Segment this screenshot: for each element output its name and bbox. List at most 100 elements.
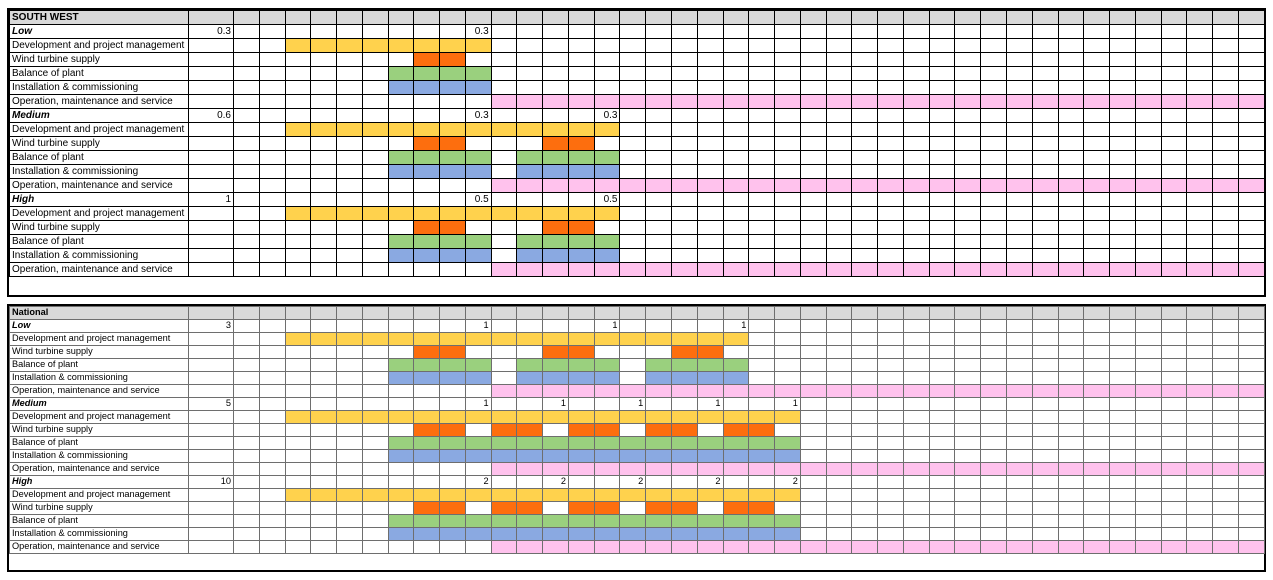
task-bar-cell[interactable]	[490, 94, 518, 109]
grid-cell[interactable]	[310, 319, 338, 333]
task-bar-cell[interactable]	[361, 410, 389, 424]
header-cell[interactable]	[258, 10, 286, 25]
grid-cell[interactable]	[877, 527, 904, 541]
grid-cell[interactable]	[593, 345, 621, 359]
header-cell[interactable]	[464, 10, 492, 25]
grid-cell[interactable]	[1005, 345, 1033, 359]
grid-cell[interactable]	[464, 52, 492, 67]
grid-cell[interactable]	[825, 332, 853, 346]
grid-cell[interactable]	[387, 345, 415, 359]
task-bar-cell[interactable]	[696, 384, 724, 398]
task-bar-cell[interactable]	[1237, 384, 1265, 398]
grid-cell[interactable]	[1083, 248, 1111, 263]
header-cell[interactable]	[748, 10, 776, 25]
grid-cell[interactable]	[1005, 220, 1033, 235]
grid-cell[interactable]	[980, 122, 1007, 137]
grid-cell[interactable]	[1005, 423, 1033, 437]
grid-cell[interactable]	[825, 410, 853, 424]
task-bar-cell[interactable]	[387, 436, 415, 450]
grid-cell[interactable]	[799, 319, 827, 333]
grid-cell[interactable]	[1005, 122, 1033, 137]
task-bar-cell[interactable]	[542, 384, 569, 398]
grid-cell[interactable]	[902, 436, 930, 450]
grid-cell[interactable]	[671, 108, 698, 123]
grid-cell[interactable]	[1109, 234, 1136, 249]
task-bar-cell[interactable]	[671, 436, 698, 450]
header-cell[interactable]	[980, 306, 1007, 320]
task-bar-cell[interactable]	[413, 527, 441, 541]
grid-cell[interactable]	[542, 501, 569, 515]
grid-cell[interactable]	[954, 234, 982, 249]
grid-cell[interactable]	[1160, 136, 1188, 151]
grid-cell[interactable]	[619, 220, 647, 235]
task-bar-cell[interactable]	[413, 488, 441, 502]
grid-cell[interactable]	[336, 220, 363, 235]
grid-cell[interactable]	[1005, 371, 1033, 385]
grid-cell[interactable]	[825, 358, 853, 372]
grid-cell[interactable]	[954, 358, 982, 372]
grid-cell[interactable]	[877, 345, 904, 359]
grid-cell[interactable]	[877, 423, 904, 437]
task-label[interactable]: Wind turbine supply	[9, 220, 189, 235]
task-bar-cell[interactable]	[593, 449, 621, 463]
grid-cell[interactable]	[799, 423, 827, 437]
task-bar-cell[interactable]	[645, 514, 673, 528]
task-bar-cell[interactable]	[387, 358, 415, 372]
grid-cell[interactable]	[696, 248, 724, 263]
grid-cell[interactable]	[387, 319, 415, 333]
grid-cell[interactable]	[413, 178, 441, 193]
task-bar-cell[interactable]	[696, 94, 724, 109]
grid-cell[interactable]	[1031, 108, 1059, 123]
grid-cell[interactable]	[336, 397, 363, 411]
task-bar-cell[interactable]	[1057, 384, 1085, 398]
grid-cell[interactable]	[1057, 410, 1085, 424]
task-bar-cell[interactable]	[774, 488, 801, 502]
grid-cell[interactable]	[233, 397, 260, 411]
grid-cell[interactable]	[799, 206, 827, 221]
grid-cell[interactable]	[284, 384, 312, 398]
grid-cell[interactable]	[799, 234, 827, 249]
capacity-mark[interactable]: 2	[464, 475, 492, 489]
task-bar-cell[interactable]	[671, 423, 698, 437]
grid-cell[interactable]	[851, 66, 879, 81]
grid-cell[interactable]	[954, 38, 982, 53]
grid-cell[interactable]	[619, 80, 647, 95]
grid-cell[interactable]	[980, 150, 1007, 165]
grid-cell[interactable]	[1031, 410, 1059, 424]
scenario-total[interactable]: 0.3	[188, 24, 234, 39]
grid-cell[interactable]	[1237, 319, 1265, 333]
grid-cell[interactable]	[439, 108, 466, 123]
grid-cell[interactable]	[464, 462, 492, 476]
grid-cell[interactable]	[361, 319, 389, 333]
grid-cell[interactable]	[748, 397, 776, 411]
task-bar-cell[interactable]	[413, 514, 441, 528]
grid-cell[interactable]	[284, 462, 312, 476]
grid-cell[interactable]	[1160, 423, 1188, 437]
task-bar-cell[interactable]	[1083, 462, 1111, 476]
grid-cell[interactable]	[336, 178, 363, 193]
task-bar-cell[interactable]	[439, 423, 466, 437]
grid-cell[interactable]	[310, 248, 338, 263]
grid-cell[interactable]	[722, 66, 750, 81]
grid-cell[interactable]	[928, 24, 956, 39]
grid-cell[interactable]	[1109, 220, 1136, 235]
grid-cell[interactable]	[516, 66, 544, 81]
grid-cell[interactable]	[567, 108, 595, 123]
grid-cell[interactable]	[516, 345, 544, 359]
grid-cell[interactable]	[336, 192, 363, 207]
grid-cell[interactable]	[851, 514, 879, 528]
grid-cell[interactable]	[1057, 38, 1085, 53]
task-bar-cell[interactable]	[490, 540, 518, 554]
grid-cell[interactable]	[722, 248, 750, 263]
grid-cell[interactable]	[928, 206, 956, 221]
task-bar-cell[interactable]	[696, 332, 724, 346]
task-bar-cell[interactable]	[542, 262, 569, 277]
grid-cell[interactable]	[825, 449, 853, 463]
grid-cell[interactable]	[902, 488, 930, 502]
task-bar-cell[interactable]	[774, 540, 801, 554]
grid-cell[interactable]	[1212, 332, 1239, 346]
header-cell[interactable]	[310, 306, 338, 320]
grid-cell[interactable]	[774, 108, 801, 123]
grid-cell[interactable]	[799, 514, 827, 528]
grid-cell[interactable]	[233, 94, 260, 109]
